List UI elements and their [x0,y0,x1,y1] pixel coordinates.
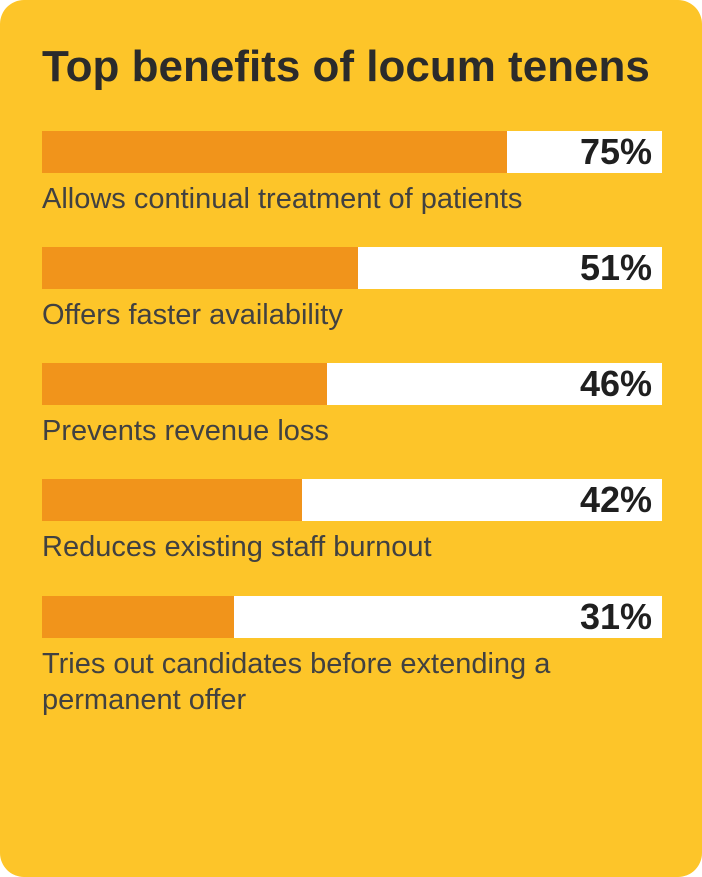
bar-percent: 46% [580,363,652,405]
bar-row: 42% [42,479,662,521]
bar-fill [42,596,234,638]
bar-track [42,479,662,521]
bar-item: 46% Prevents revenue loss [42,363,662,449]
benefits-card: Top benefits of locum tenens 75% Allows c… [0,0,702,877]
bar-item: 42% Reduces existing staff burnout [42,479,662,565]
bar-percent: 31% [580,596,652,638]
page-title: Top benefits of locum tenens [42,42,662,93]
bar-fill [42,363,327,405]
bar-row: 46% [42,363,662,405]
bar-track [42,247,662,289]
bar-track [42,596,662,638]
bar-track [42,131,662,173]
bar-label: Reduces existing staff burnout [42,529,662,565]
bar-row: 75% [42,131,662,173]
bar-percent: 75% [580,131,652,173]
bar-label: Tries out candidates before extending a … [42,646,662,719]
bar-fill [42,247,358,289]
bar-item: 51% Offers faster availability [42,247,662,333]
bar-label: Offers faster availability [42,297,662,333]
bar-list: 75% Allows continual treatment of patient… [42,131,662,719]
bar-fill [42,479,302,521]
bar-label: Allows continual treatment of patients [42,181,662,217]
bar-fill [42,131,507,173]
bar-label: Prevents revenue loss [42,413,662,449]
bar-item: 75% Allows continual treatment of patient… [42,131,662,217]
bar-item: 31% Tries out candidates before extending… [42,596,662,719]
bar-row: 31% [42,596,662,638]
bar-track [42,363,662,405]
bar-percent: 42% [580,479,652,521]
bar-row: 51% [42,247,662,289]
bar-percent: 51% [580,247,652,289]
